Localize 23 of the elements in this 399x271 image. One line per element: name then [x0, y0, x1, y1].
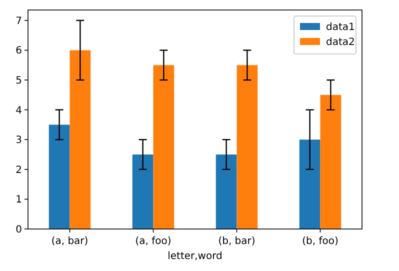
bar	[216, 154, 237, 229]
x-tick-label: (a, foo)	[135, 236, 172, 247]
bar	[48, 124, 70, 229]
x-tick-label: (a, bar)	[51, 236, 88, 247]
y-tick-label: 2	[16, 164, 22, 176]
y-tick-label: 4	[16, 105, 22, 116]
y-tick-label: 3	[16, 135, 22, 146]
bar	[320, 94, 342, 229]
legend-label: data2	[326, 37, 355, 48]
x-axis-title: letter,word	[168, 251, 222, 262]
bar	[153, 65, 174, 229]
bar	[132, 154, 154, 229]
y-tick-label: 6	[16, 46, 22, 57]
x-tick-label: (b, bar)	[218, 236, 256, 247]
bar	[70, 50, 91, 229]
y-tick-label: 1	[16, 194, 22, 206]
y-tick-label: 5	[16, 76, 22, 87]
y-tick-label: 7	[16, 16, 22, 27]
bar	[299, 140, 320, 229]
x-tick-label: (b, foo)	[302, 236, 338, 247]
y-tick-label: 0	[16, 224, 22, 236]
legend-label: data1	[326, 22, 355, 33]
bar	[236, 65, 258, 229]
